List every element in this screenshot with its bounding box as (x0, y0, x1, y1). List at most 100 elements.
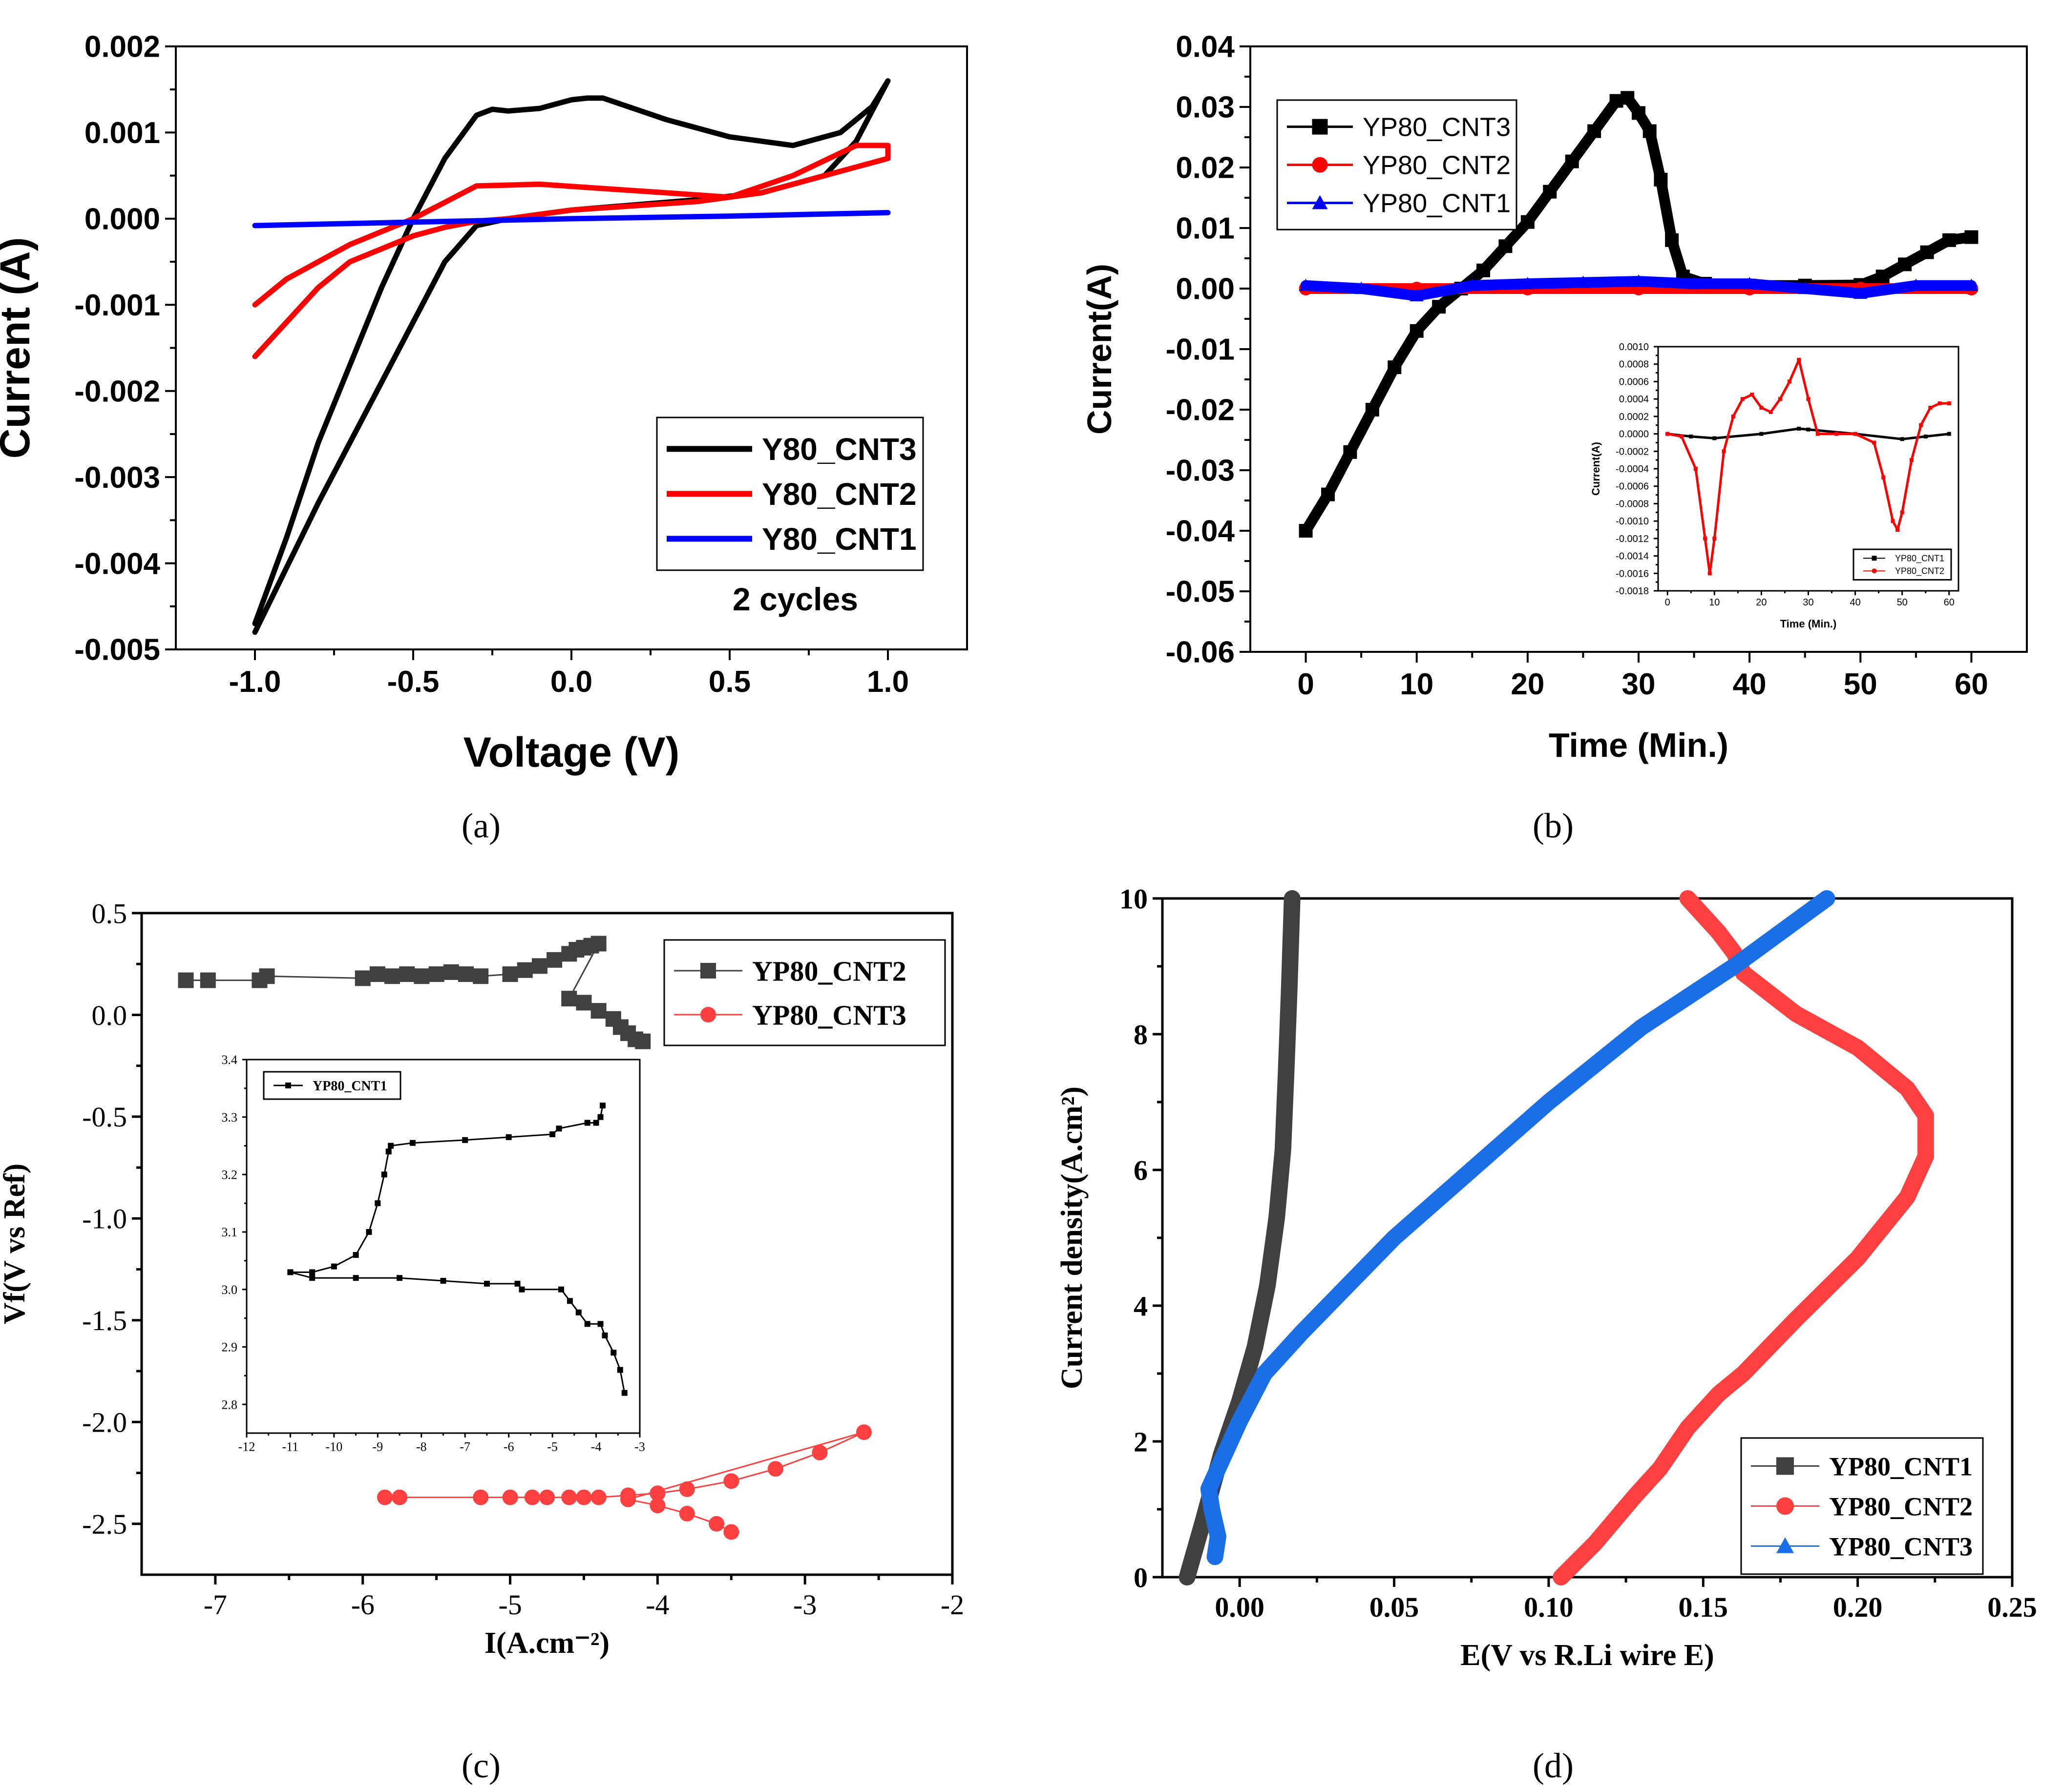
c-point (259, 968, 275, 984)
b-inset-point (1937, 401, 1942, 406)
b-inset-point (1900, 510, 1904, 515)
b-inset-xtick-label: 0 (1665, 597, 1670, 608)
b-inset-ylabel: Current(A) (1590, 442, 1602, 496)
c-point (723, 1473, 739, 1489)
a-ylabel: Current (A) (0, 237, 39, 459)
b-inset-point (1788, 379, 1792, 384)
c-xtick-label: -7 (204, 1589, 227, 1621)
c-inset-point (366, 1229, 372, 1235)
c-inset-ytick-label: 3.1 (222, 1225, 238, 1239)
b-inset-ytick-label: -0.0006 (1616, 481, 1649, 492)
d-axes: 0.00 0.05 0.10 0.15 0.20 0.25 0 2 4 6 8 10 E(V vs R.… (1055, 883, 2037, 1672)
c-point (547, 952, 563, 968)
b-ytick-label: -0.06 (1166, 636, 1235, 669)
b-inset-point (1707, 571, 1712, 576)
c-point (524, 1489, 540, 1505)
b-inset-point (1923, 434, 1928, 438)
b-inset-point (1778, 397, 1782, 401)
b-point (1875, 270, 1890, 284)
b-inset-point (1797, 426, 1801, 431)
b-inset-point (1722, 449, 1726, 454)
c-point (723, 1524, 739, 1540)
b-ylabel: Current(A) (1080, 264, 1118, 435)
c-point (355, 970, 371, 986)
b-inset-xtick-label: 60 (1944, 597, 1955, 608)
c-inset-legend-label: YP80_CNT1 (313, 1079, 387, 1094)
a-xlabel: Voltage (V) (463, 729, 680, 776)
b-point (1853, 286, 1868, 299)
c-legend-marker (700, 963, 716, 979)
c-point (576, 995, 592, 1011)
a-ytick-label: -0.004 (74, 547, 160, 581)
b-point (1964, 278, 1979, 291)
c-ytick-label: -0.5 (82, 1101, 127, 1133)
b-point (1632, 274, 1645, 287)
c-inset-ytick-label: 3.4 (222, 1053, 238, 1067)
c-point (635, 1033, 651, 1049)
c-inset-point (309, 1275, 316, 1281)
d-legend-label: YP80_CNT2 (1829, 1492, 1973, 1521)
b-inset-legend: YP80_CNT1 YP80_CNT2 (1852, 548, 1952, 581)
c-point (590, 1003, 607, 1019)
b-inset-ytick-label: 0.0006 (1619, 376, 1649, 387)
d-ytick-label: 0 (1134, 1562, 1148, 1593)
c-point (709, 1516, 725, 1532)
b-inset-xtick-label: 30 (1803, 597, 1813, 608)
b-inset-ytick-label: 0.0008 (1619, 359, 1649, 370)
a-legend: Y80_CNT3 Y80_CNT2 Y80_CNT1 (656, 417, 924, 571)
b-axes: 0 10 20 30 40 50 60 -0.06 -0.05 -0.04 -0.03 -0.02 -0… (1080, 30, 2028, 764)
b-point (1654, 172, 1668, 187)
b-point (1798, 282, 1812, 294)
c-inset-point (409, 1140, 416, 1146)
c-inset-ytick-label: 2.9 (222, 1340, 238, 1354)
c-inset-xtick-label: -8 (416, 1439, 427, 1454)
b-point (1964, 230, 1979, 244)
c-point (620, 1491, 636, 1507)
c-inset-point (381, 1171, 387, 1178)
b-xtick-label: 30 (1622, 667, 1656, 701)
b-point (1587, 124, 1601, 138)
c-inset-point (331, 1263, 337, 1270)
c-ytick-label: 0.0 (92, 1000, 127, 1031)
b-point (1299, 278, 1313, 291)
b-inset-series-yp80_cnt2 (1666, 358, 1951, 575)
c-inset-point (514, 1281, 521, 1287)
b-point (1465, 278, 1479, 291)
b-inset-point (1928, 406, 1933, 410)
b-inset-point (1750, 393, 1754, 397)
c-inset-xtick-label: -9 (372, 1439, 383, 1454)
b-point (1632, 106, 1645, 120)
b-xtick-label: 10 (1400, 667, 1433, 701)
b-inset-point (1891, 519, 1895, 523)
c-inset-point (599, 1103, 606, 1109)
b-inset-legend-marker (1872, 568, 1877, 574)
b-xtick-label: 20 (1511, 667, 1544, 701)
c-inset-point (484, 1281, 490, 1287)
c-inset-point (575, 1309, 582, 1315)
d-xtick-label: 0.00 (1215, 1591, 1264, 1623)
c-inset-point (519, 1286, 525, 1292)
b-xlabel: Time (Min.) (1549, 726, 1728, 764)
b-ytick-label: -0.03 (1166, 454, 1235, 488)
b-inset-legend-label: YP80_CNT2 (1895, 566, 1944, 577)
c-point (458, 966, 474, 982)
b-ytick-label: 0.02 (1176, 151, 1235, 185)
c-inset-point (610, 1350, 617, 1356)
b-inset-legend-marker (1872, 556, 1877, 561)
b-inset-ytick-label: -0.0012 (1616, 534, 1649, 544)
b-legend-marker (1312, 195, 1328, 209)
d-legend-marker (1776, 1537, 1794, 1553)
c-inset-point (397, 1275, 403, 1281)
b-inset-point (1693, 467, 1698, 471)
c-inset-xtick-label: -11 (282, 1439, 299, 1454)
c-point (414, 968, 430, 984)
b-inset-point (1703, 536, 1707, 541)
c-inset-xtick-label: -5 (547, 1439, 558, 1454)
b-ytick-label: -0.04 (1166, 515, 1235, 548)
a-ytick-label: 0.002 (84, 30, 160, 64)
c-inset-series-line (290, 1105, 604, 1273)
b-inset-point (1768, 410, 1773, 414)
b-inset-xtick-label: 10 (1709, 597, 1720, 608)
b-point (1898, 257, 1912, 271)
b-point (1942, 233, 1956, 247)
